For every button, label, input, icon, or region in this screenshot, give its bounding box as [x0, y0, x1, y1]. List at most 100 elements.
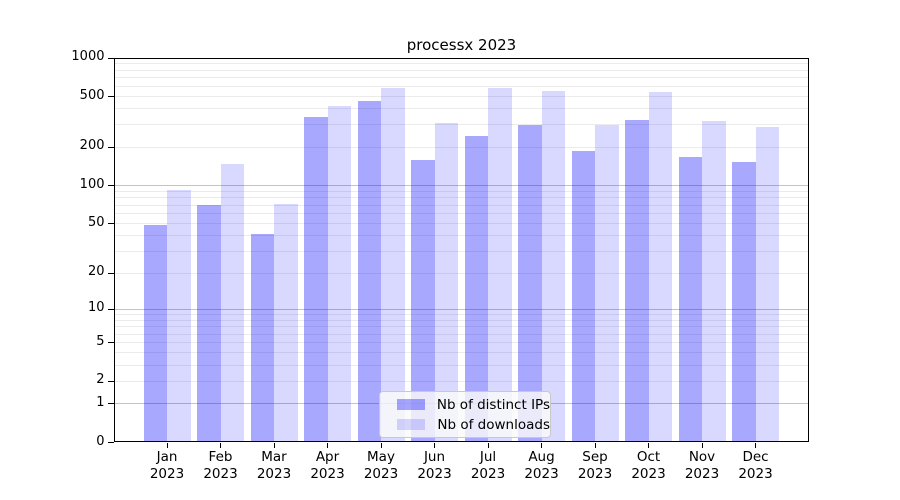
x-tick-mar	[273, 442, 275, 448]
x-tick-sep	[594, 442, 596, 448]
x-tick-label-may: May 2023	[353, 449, 409, 483]
x-tick-label-oct: Oct 2023	[621, 449, 677, 483]
y-gridline-minor-30	[113, 250, 809, 252]
bar-downloads-mar	[274, 203, 298, 442]
bar-downloads-jan	[167, 189, 191, 442]
legend-label-downloads: Nb of downloads	[437, 416, 550, 433]
y-tick-1000	[107, 57, 114, 59]
month-label: Feb	[208, 449, 233, 465]
x-tick-jun	[434, 442, 435, 448]
year-label: 2023	[203, 466, 238, 482]
y-tick-label-0: 0	[96, 433, 105, 449]
bar-ips-jun	[411, 160, 435, 442]
y-gridline-minor-50	[113, 223, 809, 225]
bar-ips-mar	[250, 233, 274, 442]
month-label: May	[367, 449, 395, 465]
bar-ips-sep	[571, 151, 595, 442]
legend-swatch-downloads	[397, 419, 426, 430]
year-label: 2023	[363, 466, 399, 482]
x-tick-aug	[541, 442, 542, 448]
legend-label-distinct-ips: Nb of distinct IPs	[436, 396, 550, 413]
y-tick-label-50: 50	[87, 214, 105, 230]
x-tick-label-feb: Feb 2023	[193, 449, 249, 483]
y-gridline-minor-200	[113, 146, 809, 148]
y-tick-label-1000: 1000	[71, 49, 105, 64]
y-gridline-major-1000	[113, 57, 809, 59]
x-tick-label-jan: Jan 2023	[139, 449, 195, 483]
month-label: Mar	[261, 449, 287, 465]
legend-entry-downloads: Nb of downloads	[397, 417, 550, 433]
y-tick-50	[107, 223, 114, 225]
x-tick-label-apr: Apr 2023	[300, 449, 356, 483]
y-tick-100	[107, 185, 114, 187]
y-tick-200	[107, 146, 114, 148]
bar-ips-apr	[304, 117, 328, 442]
y-tick-500	[107, 96, 114, 98]
legend-entry-distinct-ips: Nb of distinct IPs	[397, 397, 550, 413]
month-label: Aug	[528, 449, 555, 465]
y-gridline-minor-20	[113, 272, 809, 274]
y-tick-label-10: 10	[87, 300, 105, 316]
month-label: Jun	[423, 449, 446, 465]
x-tick-jan	[166, 442, 168, 448]
year-label: 2023	[577, 466, 613, 482]
y-tick-label-20: 20	[87, 264, 105, 280]
x-tick-label-aug: Aug 2023	[514, 449, 570, 483]
year-label: 2023	[524, 466, 559, 482]
year-label: 2023	[149, 466, 185, 482]
y-gridline-minor-3	[113, 364, 809, 366]
bar-ips-feb	[197, 204, 221, 442]
x-tick-label-nov: Nov 2023	[674, 449, 730, 483]
legend: Nb of distinct IPs Nb of downloads	[379, 391, 551, 438]
y-tick-label-100: 100	[79, 176, 105, 192]
y-gridline-minor-800	[113, 69, 809, 71]
bar-ips-may	[357, 101, 381, 442]
bar-ips-dec	[732, 162, 756, 442]
year-label: 2023	[310, 466, 345, 482]
y-gridline-minor-4	[113, 352, 809, 354]
x-tick-nov	[701, 442, 703, 448]
plot-area	[113, 57, 809, 443]
month-label: Sep	[582, 449, 608, 465]
y-gridline-minor-400	[113, 108, 809, 110]
bar-ips-aug	[518, 125, 542, 442]
y-gridline-minor-90	[113, 190, 809, 192]
y-tick-label-500: 500	[79, 87, 105, 103]
y-gridline-minor-6	[113, 333, 809, 335]
y-tick-label-5: 5	[96, 333, 105, 349]
y-tick-label-200: 200	[79, 138, 105, 154]
bar-ips-jul	[464, 136, 488, 442]
month-label: Oct	[636, 449, 661, 465]
year-label: 2023	[738, 466, 773, 482]
year-label: 2023	[256, 466, 292, 482]
year-label: 2023	[684, 466, 720, 482]
bar-downloads-jun	[434, 123, 458, 442]
x-tick-label-jun: Jun 2023	[407, 449, 463, 483]
y-tick-20	[107, 272, 114, 274]
y-gridline-minor-5	[113, 342, 809, 344]
y-tick-0	[107, 442, 114, 443]
y-gridline-minor-700	[113, 77, 809, 79]
year-label: 2023	[417, 466, 452, 482]
month-label: Jul	[479, 449, 497, 465]
x-tick-label-mar: Mar 2023	[246, 449, 302, 483]
y-tick-label-1: 1	[96, 394, 105, 410]
y-gridline-minor-60	[113, 213, 809, 215]
y-gridline-minor-8	[113, 319, 809, 321]
bar-downloads-aug	[541, 90, 565, 442]
bar-downloads-oct	[648, 91, 672, 442]
x-tick-dec	[755, 442, 756, 448]
y-gridline-minor-600	[113, 85, 809, 87]
y-gridline-minor-40	[113, 235, 809, 237]
bar-downloads-feb	[220, 164, 244, 442]
y-gridline-minor-80	[113, 197, 809, 199]
y-gridline-minor-9	[113, 313, 809, 315]
y-gridline-minor-70	[113, 204, 809, 206]
x-tick-label-jul: Jul 2023	[460, 449, 516, 483]
month-label: Nov	[688, 449, 716, 465]
bar-downloads-nov	[702, 120, 726, 442]
y-gridline-minor-2	[113, 380, 809, 382]
year-label: 2023	[470, 466, 506, 482]
x-tick-feb	[220, 442, 221, 448]
